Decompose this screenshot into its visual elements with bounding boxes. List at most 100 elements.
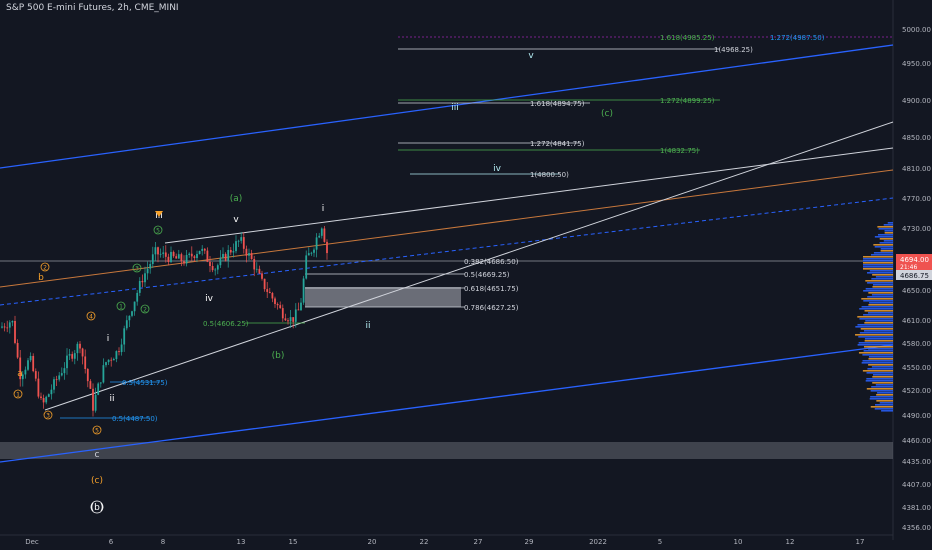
volume-bar	[861, 362, 893, 364]
x-tick-label: 15	[289, 538, 298, 546]
candle-body	[136, 292, 139, 302]
volume-bar	[871, 294, 893, 296]
volume-bar	[859, 308, 893, 310]
fib-level-label: 1.272(4987.50)	[770, 34, 825, 42]
x-tick-label: Dec	[25, 538, 39, 546]
volume-bar	[868, 292, 893, 294]
candle-body	[320, 228, 323, 236]
volume-bar	[880, 250, 893, 252]
volume-bar	[865, 288, 893, 290]
volume-bar	[873, 244, 893, 246]
candle-body	[151, 254, 154, 264]
volume-bar	[873, 374, 893, 376]
candle-body	[115, 351, 118, 359]
candle-body	[3, 326, 6, 328]
candle-body	[214, 269, 217, 271]
candle-body	[300, 302, 302, 311]
volume-bar	[884, 230, 893, 232]
volume-bar	[866, 388, 893, 390]
volume-bar	[857, 344, 893, 346]
wave-label: v	[233, 215, 239, 225]
wave-label: (a)	[230, 194, 243, 204]
fib-level-label: 0.5(4669.25)	[464, 271, 510, 279]
price-countdown: 21:46	[900, 264, 917, 271]
x-tick-label: 10	[734, 538, 743, 546]
y-tick-label: 4356.00	[902, 524, 931, 532]
candle-body	[71, 354, 74, 359]
volume-bar	[863, 266, 893, 268]
candle-body	[224, 253, 227, 261]
fib-level-label: 1(4800.50)	[530, 171, 569, 179]
candle-body	[34, 371, 37, 379]
volume-bar	[858, 336, 893, 338]
candle-body	[79, 343, 81, 349]
candle-body	[287, 320, 289, 322]
candles	[1, 225, 328, 417]
support-zone	[0, 442, 893, 459]
volume-bar	[877, 392, 893, 394]
wave-circle-marker	[132, 263, 142, 273]
x-tick-label: 22	[420, 538, 429, 546]
volume-bar	[863, 330, 893, 332]
candle-body	[8, 322, 11, 328]
fib-level-label: 0.786(4627.25)	[464, 304, 519, 312]
candle-body	[1, 326, 3, 328]
volume-bar	[872, 284, 893, 286]
candle-body	[11, 320, 14, 323]
volume-bar	[867, 296, 893, 298]
candle-body	[313, 249, 315, 253]
wave-circle-marker	[13, 389, 23, 399]
volume-bar	[863, 346, 893, 348]
volume-bar	[879, 402, 893, 404]
candle-body	[21, 374, 24, 380]
candle-body	[112, 358, 115, 361]
volume-bar	[857, 324, 893, 326]
candle-body	[162, 252, 165, 254]
candle-body	[307, 253, 310, 256]
volume-bar	[878, 234, 893, 236]
volume-profile	[855, 222, 893, 412]
candle-body	[125, 320, 128, 329]
candle-body	[172, 251, 175, 257]
wave-label: iv	[493, 164, 502, 174]
candle-body	[37, 378, 40, 397]
level-value: 4686.75	[900, 272, 929, 280]
wave-label: a	[17, 369, 23, 379]
candle-body	[89, 381, 92, 389]
wave-label: c	[95, 450, 100, 460]
candle-body	[229, 249, 232, 253]
candle-body	[99, 382, 102, 384]
wave-label: i	[107, 334, 110, 344]
candle-body	[110, 359, 113, 361]
chart-title: S&P 500 E-mini Futures, 2h, CME_MINI	[6, 3, 179, 13]
volume-bar	[864, 338, 893, 340]
volume-bar	[874, 236, 893, 238]
candle-body	[297, 309, 300, 311]
volume-bar	[874, 404, 893, 406]
white-upper-trendline	[164, 147, 894, 244]
candle-body	[289, 317, 292, 322]
x-tick-label: 20	[368, 538, 377, 546]
candle-body	[118, 351, 120, 353]
volume-bar	[863, 350, 893, 352]
wave-circle-digit: 3	[135, 266, 139, 273]
candle-body	[274, 298, 276, 305]
y-tick-label: 4950.00	[902, 60, 931, 68]
y-tick-label: 4850.00	[902, 134, 931, 142]
candle-body	[105, 362, 107, 366]
target-zone	[305, 287, 461, 307]
fib-level-label: 0.5(4487.50)	[112, 415, 158, 423]
wave-circle-digit: 5	[156, 228, 160, 235]
candle-body	[219, 257, 222, 266]
candle-body	[305, 255, 308, 279]
candle-body	[164, 252, 167, 257]
candle-body	[175, 256, 178, 259]
candle-body	[29, 355, 32, 361]
volume-bar	[867, 348, 893, 350]
candle-body	[302, 278, 305, 303]
volume-bar	[855, 326, 893, 328]
last-price-value: 4694.00	[900, 256, 929, 264]
candle-body	[159, 253, 162, 255]
wave-circle-marker	[40, 262, 50, 272]
